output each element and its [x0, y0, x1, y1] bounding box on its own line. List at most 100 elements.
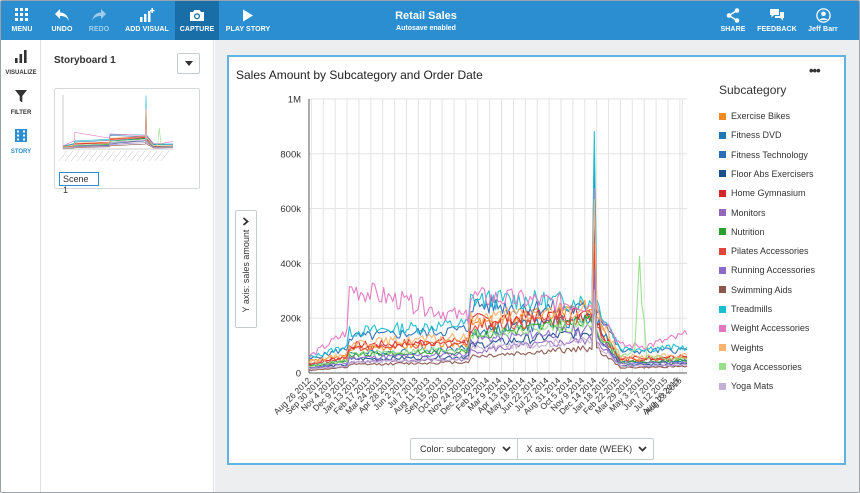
legend-item[interactable]: Monitors: [719, 206, 766, 220]
thumb-tick: [64, 150, 74, 162]
thumb-tick: [142, 150, 152, 162]
legend-item[interactable]: Yoga Accessories: [719, 360, 802, 374]
legend-label: Yoga Mats: [731, 381, 774, 392]
legend-item[interactable]: Treadmills: [719, 302, 772, 316]
thumb-tick: [82, 150, 92, 162]
storyboard-menu-button[interactable]: [177, 53, 200, 74]
thumb-tick: [136, 150, 146, 162]
legend-swatch: [719, 324, 726, 332]
scene-name-input[interactable]: Scene 1: [59, 172, 99, 195]
user-menu-button[interactable]: Jeff Barr: [805, 1, 841, 40]
legend-swatch: [719, 382, 726, 390]
legend-item[interactable]: Nutrition: [719, 225, 765, 239]
rail-item-visualize[interactable]: VISUALIZE: [1, 50, 41, 76]
scene-card[interactable]: Scene 1: [54, 88, 200, 195]
thumb-tick: [130, 150, 140, 162]
thumb-tick: [76, 150, 86, 162]
user-icon: [815, 6, 831, 24]
chevron-right-icon: [242, 217, 249, 226]
caret-down-icon: [184, 61, 193, 66]
legend-swatch: [719, 363, 726, 371]
chevron-down-icon: [501, 446, 511, 452]
thumb-series-line: [62, 103, 174, 147]
play-story-button[interactable]: PLAY STORY: [225, 1, 271, 40]
thumb-tick: [70, 150, 80, 162]
legend-item[interactable]: Yoga Mats: [719, 379, 773, 393]
redo-button[interactable]: REDO: [84, 1, 114, 40]
chevron-down-icon: [638, 446, 647, 452]
y-tick-label: 0: [296, 369, 301, 380]
legend-label: Fitness DVD: [731, 130, 782, 141]
play-story-label: PLAY STORY: [225, 26, 271, 33]
camera-icon: [189, 6, 205, 24]
add-visual-button[interactable]: ADD VISUAL: [123, 1, 171, 40]
rail-item-story[interactable]: STORY: [1, 129, 41, 155]
legend-item[interactable]: Weight Accessories: [719, 321, 809, 335]
play-icon: [242, 6, 254, 24]
top-toolbar: MENU UNDO REDO ADD VISUAL CAPTURE: [1, 1, 859, 40]
user-name: Jeff Barr: [808, 26, 838, 33]
legend-swatch: [719, 170, 726, 178]
field-wells-bar: Color: subcategory X axis: order date (W…: [410, 438, 655, 460]
y-axis-field-well[interactable]: Y axis: sales amount: [235, 210, 257, 328]
series-line: [308, 130, 688, 359]
series-line: [308, 188, 688, 358]
thumb-tick: [124, 150, 134, 162]
legend-item[interactable]: Fitness Technology: [719, 148, 808, 162]
rail-label-visualize: VISUALIZE: [5, 70, 37, 76]
x-axis-field-well[interactable]: X axis: order date (WEEK): [516, 439, 654, 459]
legend-item[interactable]: Fitness DVD: [719, 128, 782, 142]
legend-swatch: [719, 266, 726, 274]
autosave-status: Autosave enabled: [396, 25, 456, 32]
legend-swatch: [719, 189, 726, 197]
visual-menu-button[interactable]: •••: [809, 63, 821, 78]
legend-label: Treadmills: [731, 304, 773, 314]
x-axis-field-label: X axis: order date (WEEK): [526, 444, 633, 454]
scene-thumbnail: [58, 95, 174, 162]
legend-swatch: [719, 151, 726, 159]
color-field-label: Color: subcategory: [420, 444, 496, 454]
thumb-tick: [118, 150, 128, 162]
legend-swatch: [719, 112, 726, 120]
menu-button[interactable]: MENU: [7, 1, 37, 40]
legend-item[interactable]: Running Accessories: [719, 263, 815, 277]
legend-swatch: [719, 344, 726, 352]
capture-button[interactable]: CAPTURE: [175, 1, 219, 40]
undo-button[interactable]: UNDO: [47, 1, 77, 40]
legend-label: Weight Accessories: [731, 323, 810, 334]
color-field-well[interactable]: Color: subcategory: [411, 439, 517, 459]
legend-item[interactable]: Weights: [719, 341, 763, 355]
filter-icon: [15, 90, 27, 108]
thumb-series-line: [62, 132, 174, 149]
y-tick-label: 400k: [280, 259, 301, 270]
visual-card[interactable]: Sales Amount by Subcategory and Order Da…: [227, 55, 846, 465]
thumb-tick: [106, 150, 116, 162]
undo-label: UNDO: [51, 26, 73, 33]
legend-label: Floor Abs Exercisers: [731, 168, 814, 179]
rail-label-filter: FILTER: [10, 110, 32, 116]
thumb-tick: [148, 150, 158, 162]
feedback-button[interactable]: FEEDBACK: [757, 1, 797, 40]
legend-label: Swimming Aids: [731, 284, 793, 295]
thumb-tick: [94, 150, 104, 162]
legend-item[interactable]: Pilates Accessories: [719, 244, 809, 258]
legend-label: Weights: [731, 342, 764, 353]
legend-item[interactable]: Swimming Aids: [719, 283, 792, 297]
rail-item-filter[interactable]: FILTER: [1, 90, 41, 116]
left-rail: VISUALIZE FILTER STORY: [1, 40, 41, 492]
series-line: [308, 199, 688, 364]
thumb-series-line: [62, 114, 174, 148]
legend-item[interactable]: Exercise Bikes: [719, 109, 790, 123]
visual-title: Sales Amount by Subcategory and Order Da…: [236, 68, 483, 82]
legend-item[interactable]: Floor Abs Exercisers: [719, 167, 814, 181]
workspace: Sales Amount by Subcategory and Order Da…: [215, 40, 859, 492]
grid-icon: [15, 6, 29, 24]
series-line: [308, 243, 688, 367]
share-button[interactable]: SHARE: [717, 1, 749, 40]
series-line: [308, 289, 688, 370]
legend-swatch: [719, 286, 726, 294]
series-line: [308, 298, 688, 371]
legend-item[interactable]: Home Gymnasium: [719, 186, 806, 200]
